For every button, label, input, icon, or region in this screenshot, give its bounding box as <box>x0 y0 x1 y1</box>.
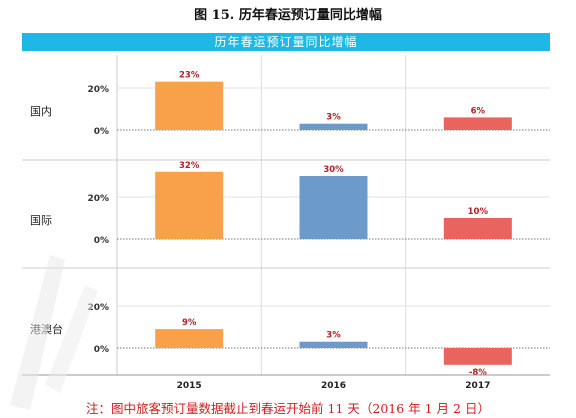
data-label: 3% <box>326 331 341 341</box>
y-tick-label: 0% <box>94 236 109 246</box>
chart-title-bar: 历年春运预订量同比增幅 <box>22 33 550 51</box>
data-label: 30% <box>323 165 344 175</box>
x-tick-label: 2015 <box>177 381 202 391</box>
bar <box>299 123 368 130</box>
y-tick-label: 0% <box>94 127 109 137</box>
bar <box>299 176 368 239</box>
data-label: 3% <box>326 113 341 123</box>
footnote: 注：图中旅客预订量数据截止到春运开始前 11 天（2016 年 1 月 2 日） <box>86 401 490 416</box>
panel-label: 国际 <box>30 214 52 227</box>
y-tick-label: 20% <box>87 85 109 95</box>
bar <box>155 329 224 348</box>
x-tick-label: 2017 <box>465 381 490 391</box>
data-label: 9% <box>182 318 197 328</box>
y-tick-label: 20% <box>87 194 109 204</box>
data-label: 6% <box>471 106 486 116</box>
panel-label: 国内 <box>30 104 52 118</box>
y-tick-label: 0% <box>94 345 109 355</box>
bar <box>443 218 512 239</box>
bar <box>155 81 224 130</box>
bar <box>299 341 368 348</box>
figure-title: 图 15. 历年春运预订量同比增幅 <box>194 8 382 23</box>
bar <box>443 117 512 130</box>
x-tick-label: 2016 <box>321 381 346 391</box>
bar <box>443 348 512 365</box>
y-tick-label: 20% <box>87 303 109 313</box>
data-label: 23% <box>179 71 200 81</box>
data-label: 32% <box>179 161 200 171</box>
bar <box>155 171 224 239</box>
watermark-logo <box>10 255 98 410</box>
data-label: 10% <box>468 207 489 217</box>
data-label: -8% <box>469 368 487 378</box>
